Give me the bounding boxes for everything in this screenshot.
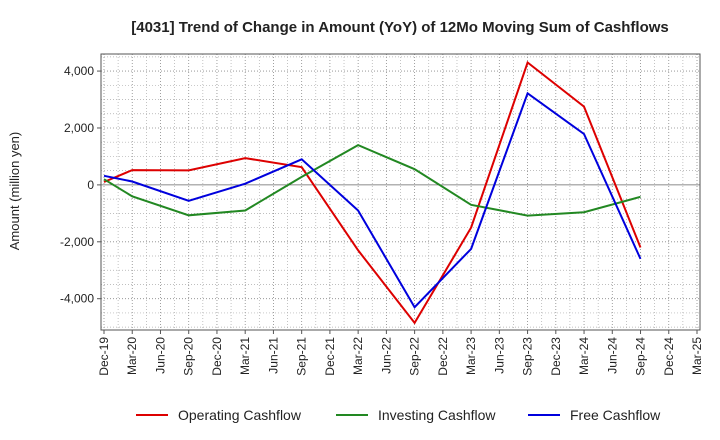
y-tick-label: 4,000 xyxy=(64,64,94,78)
x-tick-label: Jun-21 xyxy=(266,337,280,374)
x-tick-label: Mar-20 xyxy=(125,337,139,375)
x-tick-label: Dec-23 xyxy=(549,337,563,376)
y-tick-label: 0 xyxy=(87,178,94,192)
x-tick-label: Sep-21 xyxy=(295,337,309,376)
legend-label: Investing Cashflow xyxy=(378,407,496,423)
x-tick-label: Sep-22 xyxy=(408,337,422,376)
series-lines xyxy=(103,60,642,325)
x-tick-label: Jun-24 xyxy=(605,337,619,374)
series-line-operating-cashflow xyxy=(103,60,642,325)
legend-label: Free Cashflow xyxy=(570,407,661,423)
x-axis-ticks: Dec-19 Mar-20 Jun-20 Sep-20 Dec-20 Mar-21 Jun-… xyxy=(97,330,704,376)
x-tick-label: Mar-21 xyxy=(238,337,252,375)
x-tick-label: Dec-19 xyxy=(97,337,111,376)
x-tick-label: Mar-24 xyxy=(577,337,591,375)
y-tick-label: 2,000 xyxy=(64,121,94,135)
x-tick-label: Mar-23 xyxy=(464,337,478,375)
grid-lines xyxy=(101,54,700,330)
x-tick-label: Dec-21 xyxy=(323,337,337,376)
chart-title: [4031] Trend of Change in Amount (YoY) o… xyxy=(131,19,669,36)
legend: Operating Cashflow Investing Cashflow Free… xyxy=(136,407,661,423)
legend-label: Operating Cashflow xyxy=(178,407,302,423)
series-line-investing-cashflow xyxy=(103,143,641,217)
x-tick-label: Mar-22 xyxy=(351,337,365,375)
x-tick-label: Dec-20 xyxy=(210,337,224,376)
y-tick-label: -2,000 xyxy=(60,235,94,249)
x-tick-label: Sep-23 xyxy=(521,337,535,376)
x-tick-label: Sep-24 xyxy=(634,337,648,376)
plot-frame xyxy=(100,53,701,331)
x-tick-label: Dec-24 xyxy=(662,337,676,376)
x-tick-label: Jun-20 xyxy=(153,337,167,374)
x-tick-label: Mar-25 xyxy=(690,337,704,375)
x-tick-label: Dec-22 xyxy=(436,337,450,376)
y-tick-label: -4,000 xyxy=(60,292,94,306)
x-tick-label: Jun-22 xyxy=(379,337,393,374)
series-line-free-cashflow xyxy=(103,91,642,309)
y-axis-label: Amount (million yen) xyxy=(7,132,22,251)
x-tick-label: Sep-20 xyxy=(182,337,196,376)
x-tick-label: Jun-23 xyxy=(492,337,506,374)
y-axis-ticks: 4,000 2,000 0 -2,000 -4,000 xyxy=(60,64,101,306)
